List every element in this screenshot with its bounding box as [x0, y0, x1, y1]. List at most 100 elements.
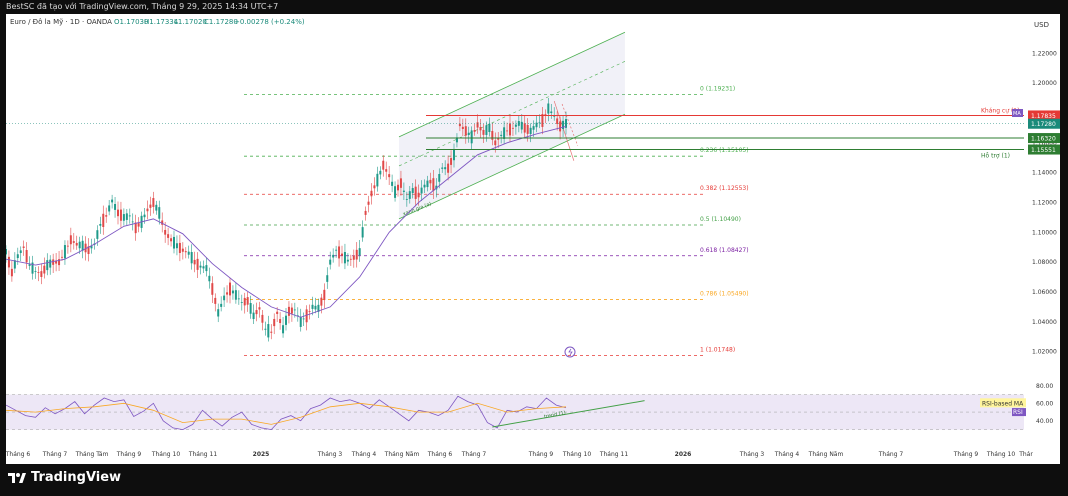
candle-body[interactable]: [199, 265, 202, 268]
candle-body[interactable]: [511, 127, 514, 129]
candle-body[interactable]: [394, 186, 397, 198]
candle-body[interactable]: [75, 242, 78, 246]
price-chart[interactable]: 0 (1.19231) 0.236 (1.15105) 0.382 (1.12553…: [5, 14, 1060, 464]
candle-body[interactable]: [214, 297, 217, 304]
candle-body[interactable]: [34, 271, 37, 272]
candle-body[interactable]: [349, 258, 352, 260]
candle-body[interactable]: [63, 245, 66, 259]
channel-upper-line[interactable]: [398, 31, 626, 138]
candle-body[interactable]: [282, 325, 285, 334]
rsi-ma-line[interactable]: [5, 402, 567, 425]
candle-body[interactable]: [10, 268, 13, 277]
candle-body[interactable]: [114, 204, 117, 210]
candle-body[interactable]: [99, 223, 102, 226]
candle-body[interactable]: [529, 127, 532, 134]
candle-body[interactable]: [43, 265, 46, 274]
candle-body[interactable]: [535, 122, 538, 128]
candle-body[interactable]: [482, 129, 485, 135]
candle-body[interactable]: [90, 246, 93, 249]
rsi-legend-bg[interactable]: [1012, 408, 1026, 417]
candle-body[interactable]: [453, 149, 455, 161]
ma-tag-bg[interactable]: [1012, 109, 1023, 118]
channel-lower-line[interactable]: [398, 113, 626, 220]
candle-body[interactable]: [190, 252, 193, 264]
price-tag-bg-2[interactable]: [1028, 133, 1060, 144]
candle-body[interactable]: [164, 229, 167, 235]
candle-body[interactable]: [37, 272, 40, 273]
candle-body[interactable]: [556, 118, 559, 124]
candle-body[interactable]: [361, 227, 364, 238]
candle-body[interactable]: [181, 248, 184, 252]
candle-body[interactable]: [402, 190, 405, 192]
candle-body[interactable]: [223, 295, 226, 301]
candle-body[interactable]: [444, 167, 447, 170]
candle-body[interactable]: [541, 114, 544, 127]
candle-body[interactable]: [526, 124, 529, 134]
rsi-ma-legend-bg[interactable]: [980, 398, 1026, 408]
candle-body[interactable]: [258, 307, 261, 310]
candle-body[interactable]: [326, 275, 329, 282]
candle-body[interactable]: [229, 282, 231, 296]
candle-body[interactable]: [523, 123, 526, 133]
candle-body[interactable]: [311, 304, 314, 309]
candle-body[interactable]: [343, 251, 346, 264]
candle-body[interactable]: [423, 184, 426, 188]
candle-body[interactable]: [314, 305, 317, 310]
candle-body[interactable]: [385, 169, 388, 172]
candle-body[interactable]: [414, 186, 417, 199]
candle-body[interactable]: [66, 245, 69, 247]
candle-body[interactable]: [134, 222, 137, 234]
candle-body[interactable]: [152, 198, 155, 207]
price-tag-bg-1[interactable]: [1028, 118, 1060, 129]
candle-body[interactable]: [317, 304, 320, 312]
candle-body[interactable]: [46, 260, 49, 271]
rsi-trend-line[interactable]: [492, 400, 645, 428]
candle-body[interactable]: [279, 319, 282, 324]
candle-body[interactable]: [335, 249, 338, 251]
candle-body[interactable]: [485, 125, 488, 135]
candle-body[interactable]: [287, 306, 290, 316]
candle-body[interactable]: [503, 127, 506, 139]
candle-body[interactable]: [358, 248, 361, 256]
candle-body[interactable]: [461, 126, 464, 129]
candle-body[interactable]: [532, 126, 535, 130]
candle-body[interactable]: [429, 179, 432, 184]
candle-body[interactable]: [149, 204, 152, 208]
candle-body[interactable]: [538, 122, 541, 124]
candle-body[interactable]: [72, 241, 75, 243]
candle-body[interactable]: [81, 240, 84, 251]
candle-body[interactable]: [7, 256, 10, 268]
candle-body[interactable]: [5, 249, 7, 255]
candle-body[interactable]: [329, 259, 332, 265]
candle-body[interactable]: [420, 187, 423, 194]
candle-body[interactable]: [40, 271, 43, 277]
candle-body[interactable]: [497, 138, 500, 140]
candle-body[interactable]: [111, 199, 114, 203]
candle-body[interactable]: [488, 123, 491, 133]
candle-body[interactable]: [520, 121, 523, 130]
candle-body[interactable]: [470, 130, 473, 144]
candle-body[interactable]: [514, 124, 517, 127]
candle-body[interactable]: [373, 185, 376, 189]
candle-body[interactable]: [405, 199, 408, 200]
candle-body[interactable]: [491, 130, 494, 140]
moving-average-line[interactable]: [5, 125, 567, 318]
candle-body[interactable]: [117, 209, 119, 217]
candle-body[interactable]: [170, 238, 173, 242]
candle-body[interactable]: [13, 260, 16, 269]
candle-body[interactable]: [61, 256, 63, 258]
candle-body[interactable]: [438, 173, 441, 182]
candle-body[interactable]: [267, 324, 270, 338]
candle-body[interactable]: [122, 214, 125, 221]
candle-body[interactable]: [208, 275, 211, 282]
candle-body[interactable]: [108, 205, 111, 212]
candle-body[interactable]: [155, 204, 158, 211]
candle-body[interactable]: [305, 309, 308, 323]
rsi-line[interactable]: [5, 395, 567, 431]
candle-body[interactable]: [143, 214, 146, 218]
candle-body[interactable]: [234, 290, 237, 300]
candle-body[interactable]: [240, 301, 243, 303]
candle-body[interactable]: [119, 209, 122, 221]
candle-body[interactable]: [455, 137, 458, 143]
candle-body[interactable]: [205, 265, 208, 272]
